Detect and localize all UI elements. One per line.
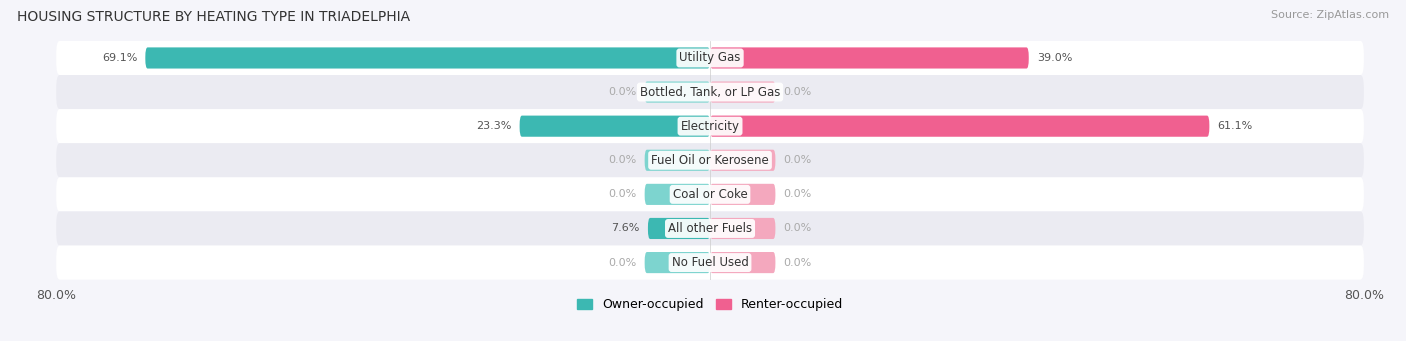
FancyBboxPatch shape <box>56 109 1364 143</box>
Text: 0.0%: 0.0% <box>609 155 637 165</box>
Text: Source: ZipAtlas.com: Source: ZipAtlas.com <box>1271 10 1389 20</box>
FancyBboxPatch shape <box>644 81 710 103</box>
Text: 61.1%: 61.1% <box>1218 121 1253 131</box>
Text: 0.0%: 0.0% <box>609 87 637 97</box>
FancyBboxPatch shape <box>710 81 776 103</box>
Text: Fuel Oil or Kerosene: Fuel Oil or Kerosene <box>651 154 769 167</box>
Text: 0.0%: 0.0% <box>783 223 811 234</box>
FancyBboxPatch shape <box>56 75 1364 109</box>
Text: Bottled, Tank, or LP Gas: Bottled, Tank, or LP Gas <box>640 86 780 99</box>
Text: 0.0%: 0.0% <box>783 257 811 268</box>
Text: 39.0%: 39.0% <box>1038 53 1073 63</box>
Legend: Owner-occupied, Renter-occupied: Owner-occupied, Renter-occupied <box>572 293 848 316</box>
Text: No Fuel Used: No Fuel Used <box>672 256 748 269</box>
Text: Coal or Coke: Coal or Coke <box>672 188 748 201</box>
FancyBboxPatch shape <box>710 47 1029 69</box>
FancyBboxPatch shape <box>648 218 710 239</box>
FancyBboxPatch shape <box>710 252 776 273</box>
FancyBboxPatch shape <box>56 41 1364 75</box>
Text: Electricity: Electricity <box>681 120 740 133</box>
Text: HOUSING STRUCTURE BY HEATING TYPE IN TRIADELPHIA: HOUSING STRUCTURE BY HEATING TYPE IN TRI… <box>17 10 411 24</box>
Text: 69.1%: 69.1% <box>101 53 138 63</box>
Text: All other Fuels: All other Fuels <box>668 222 752 235</box>
FancyBboxPatch shape <box>644 184 710 205</box>
Text: 23.3%: 23.3% <box>477 121 512 131</box>
FancyBboxPatch shape <box>710 184 776 205</box>
Text: 7.6%: 7.6% <box>612 223 640 234</box>
Text: 0.0%: 0.0% <box>783 189 811 199</box>
FancyBboxPatch shape <box>56 246 1364 280</box>
FancyBboxPatch shape <box>644 150 710 171</box>
FancyBboxPatch shape <box>56 177 1364 211</box>
Text: Utility Gas: Utility Gas <box>679 51 741 64</box>
FancyBboxPatch shape <box>145 47 710 69</box>
FancyBboxPatch shape <box>56 143 1364 177</box>
FancyBboxPatch shape <box>56 211 1364 246</box>
FancyBboxPatch shape <box>520 116 710 137</box>
Text: 0.0%: 0.0% <box>783 155 811 165</box>
FancyBboxPatch shape <box>644 252 710 273</box>
FancyBboxPatch shape <box>710 218 776 239</box>
Text: 0.0%: 0.0% <box>609 257 637 268</box>
FancyBboxPatch shape <box>710 150 776 171</box>
FancyBboxPatch shape <box>710 116 1209 137</box>
Text: 0.0%: 0.0% <box>783 87 811 97</box>
Text: 0.0%: 0.0% <box>609 189 637 199</box>
